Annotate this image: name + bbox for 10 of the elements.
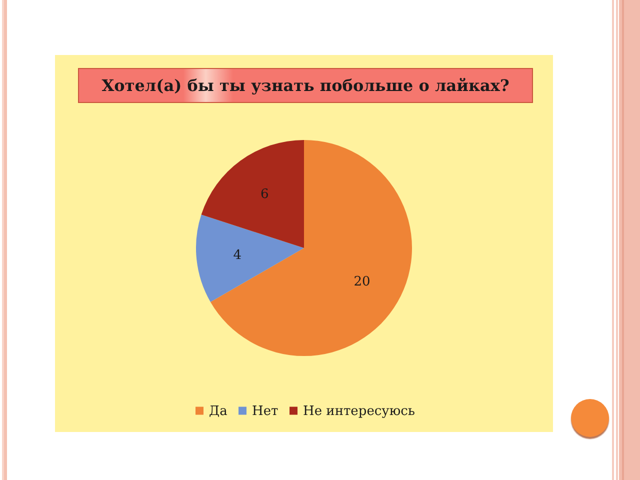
- pie-slice: [196, 214, 304, 302]
- pie-slice: [210, 140, 412, 356]
- legend-label: Не интересуюсь: [303, 404, 415, 419]
- data-label: 4: [233, 248, 242, 263]
- legend-label: Нет: [252, 404, 278, 419]
- data-label: 6: [260, 186, 269, 202]
- legend-label: Да: [209, 404, 228, 419]
- chart-title: Хотел(а) бы ты узнать побольше о лайках?: [102, 76, 510, 95]
- pie-slice: [201, 140, 304, 248]
- data-label: 20: [354, 274, 370, 290]
